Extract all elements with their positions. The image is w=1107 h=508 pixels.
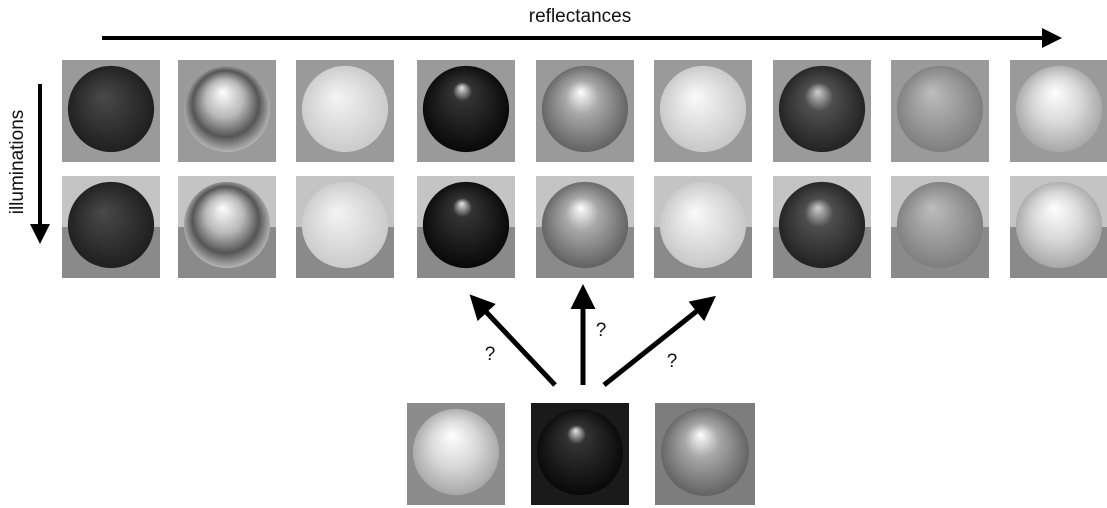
sphere-tile — [417, 60, 515, 162]
sphere-tile — [531, 403, 629, 505]
sphere — [68, 66, 154, 152]
sphere — [661, 408, 749, 496]
sphere — [542, 182, 628, 268]
sphere-tile — [654, 176, 752, 278]
sphere — [184, 182, 270, 268]
query-arrow — [604, 299, 712, 385]
sphere — [660, 66, 746, 152]
sphere-tile — [891, 176, 989, 278]
sphere-tile — [655, 403, 755, 505]
sphere — [423, 182, 509, 268]
sphere-tile — [536, 176, 634, 278]
sphere — [660, 182, 746, 268]
figure: reflectances illuminations ? ? ? — [0, 0, 1107, 508]
sphere — [897, 182, 983, 268]
sphere-tile — [178, 176, 276, 278]
question-mark: ? — [596, 320, 607, 341]
question-mark: ? — [485, 344, 496, 365]
left-label: illuminations — [7, 110, 28, 215]
sphere — [897, 66, 983, 152]
sphere-tile — [178, 60, 276, 162]
sphere-images — [62, 60, 1107, 505]
sphere-tile — [62, 60, 160, 162]
sphere-tile — [536, 60, 634, 162]
sphere-tile — [407, 403, 505, 505]
sphere — [302, 182, 388, 268]
question-mark: ? — [667, 351, 678, 372]
sphere — [537, 409, 623, 495]
sphere-tile — [1010, 60, 1107, 162]
sphere — [423, 66, 509, 152]
sphere-tile — [773, 176, 871, 278]
sphere — [184, 66, 270, 152]
sphere — [1016, 182, 1102, 268]
sphere — [542, 66, 628, 152]
sphere-tile — [296, 60, 394, 162]
sphere — [1016, 66, 1102, 152]
sphere — [68, 182, 154, 268]
sphere-tile — [773, 60, 871, 162]
sphere — [779, 66, 865, 152]
sphere-tile — [296, 176, 394, 278]
sphere-tile — [891, 60, 989, 162]
top-label: reflectances — [529, 6, 631, 27]
sphere — [413, 409, 499, 495]
query-arrow — [473, 298, 555, 385]
sphere — [779, 182, 865, 268]
sphere-tile — [417, 176, 515, 278]
sphere — [302, 66, 388, 152]
sphere-tile — [1010, 176, 1107, 278]
sphere-tile — [62, 176, 160, 278]
sphere-tile — [654, 60, 752, 162]
